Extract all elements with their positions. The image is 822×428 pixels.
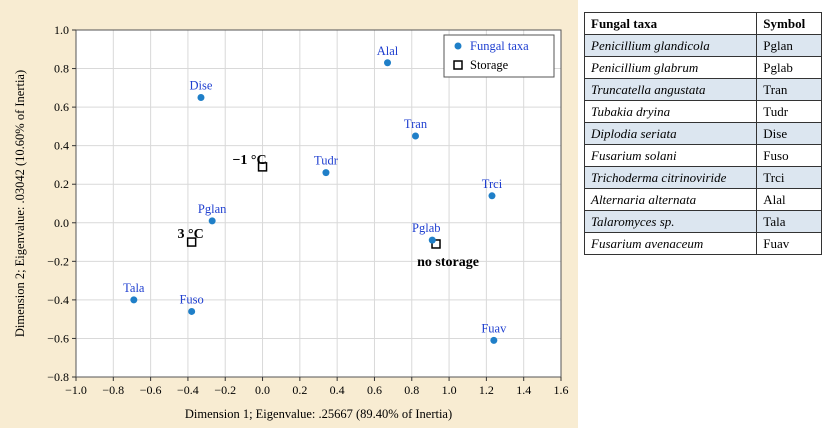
table-row: Trichoderma citrinoviride Trci xyxy=(583,166,822,189)
table-cell-symbol: Pglab xyxy=(756,56,822,79)
legend-storage-marker xyxy=(453,60,463,70)
taxa-point xyxy=(197,93,205,101)
table-row: Truncatella angustata Tran xyxy=(583,78,822,101)
x-tick-label: 1.2 xyxy=(479,383,494,397)
y-tick-label: 0.0 xyxy=(54,216,69,230)
table-cell-taxon: Talaromyces sp. xyxy=(583,210,758,233)
y-tick-label: −0.8 xyxy=(47,370,69,384)
table-cell-symbol: Dise xyxy=(756,122,822,145)
x-tick-label: −0.6 xyxy=(140,383,162,397)
x-tick-label: 1.0 xyxy=(442,383,457,397)
legend-taxa-marker xyxy=(454,42,462,50)
table-header-taxon: Fungal taxa xyxy=(583,12,758,35)
taxa-point-label: Fuav xyxy=(481,321,507,335)
taxa-point-label: Tran xyxy=(404,117,428,131)
fungal-taxa-table: Fungal taxa Symbol Penicillium glandicol… xyxy=(583,12,822,255)
taxa-point xyxy=(384,59,392,67)
taxa-point xyxy=(490,336,498,344)
y-tick-label: 0.8 xyxy=(54,62,69,76)
taxa-point xyxy=(428,236,436,244)
x-tick-label: 0.2 xyxy=(292,383,307,397)
table-cell-taxon: Tubakia dryina xyxy=(583,100,758,123)
table-cell-taxon: Fusarium avenaceum xyxy=(583,232,758,255)
table-cell-taxon: Trichoderma citrinoviride xyxy=(583,166,758,189)
x-axis-label: Dimension 1; Eigenvalue: .25667 (89.40% … xyxy=(185,407,452,421)
table-row: Fusarium avenaceum Fuav xyxy=(583,232,822,255)
table-row: Diplodia seriata Dise xyxy=(583,122,822,145)
table-cell-taxon: Fusarium solani xyxy=(583,144,758,167)
x-tick-label: −0.2 xyxy=(214,383,236,397)
y-tick-label: 0.6 xyxy=(54,100,69,114)
table-cell-symbol: Fuso xyxy=(756,144,822,167)
table-cell-symbol: Tala xyxy=(756,210,822,233)
taxa-point xyxy=(322,169,330,177)
table-cell-taxon: Truncatella angustata xyxy=(583,78,758,101)
table-cell-symbol: Fuav xyxy=(756,232,822,255)
x-tick-label: 0.0 xyxy=(255,383,270,397)
x-tick-label: −1.0 xyxy=(65,383,87,397)
table-cell-taxon: Diplodia seriata xyxy=(583,122,758,145)
table-cell-symbol: Tudr xyxy=(756,100,822,123)
y-tick-label: 0.2 xyxy=(54,177,69,191)
y-tick-label: −0.6 xyxy=(47,331,69,345)
x-tick-label: 1.6 xyxy=(554,383,569,397)
taxa-point-label: Tudr xyxy=(314,154,339,168)
table-row: Tubakia dryina Tudr xyxy=(583,100,822,123)
table-cell-taxon: Alternaria alternata xyxy=(583,188,758,211)
taxa-point xyxy=(412,132,419,140)
table-cell-taxon: Penicillium glabrum xyxy=(583,56,758,79)
y-tick-label: −0.2 xyxy=(47,254,69,268)
taxa-point xyxy=(130,296,138,304)
table-cell-symbol: Trci xyxy=(756,166,822,189)
taxa-point xyxy=(208,217,216,225)
table-row: Talaromyces sp. Tala xyxy=(583,210,822,233)
storage-point-label: 3 °C xyxy=(178,227,204,242)
storage-point xyxy=(431,239,441,249)
taxa-point-label: Tala xyxy=(123,281,145,295)
x-tick-label: −0.8 xyxy=(102,383,124,397)
chart-panel: −1.0 −0.8 −0.6 −0.4 −0.2 0.0 0.2 0.4 0.6 0.8 1.0 1.… xyxy=(0,0,578,428)
table-cell-symbol: Alal xyxy=(756,188,822,211)
table-header-symbol: Symbol xyxy=(756,12,822,35)
table-row: Fusarium solani Fuso xyxy=(583,144,822,167)
storage-point xyxy=(186,237,197,247)
x-tick-label: 0.6 xyxy=(367,383,382,397)
y-tick-label: −0.4 xyxy=(47,293,69,307)
x-tick-label: 0.4 xyxy=(330,383,345,397)
table-cell-taxon: Penicillium glandicola xyxy=(583,34,758,57)
storage-point-label: no storage xyxy=(417,255,479,270)
taxa-point-label: Dise xyxy=(190,78,213,92)
y-tick-label: 1.0 xyxy=(54,23,69,37)
taxa-point-label: Fuso xyxy=(179,292,203,306)
scatter-chart: −1.0 −0.8 −0.6 −0.4 −0.2 0.0 0.2 0.4 0.6 0.8 1.0 1.… xyxy=(13,23,569,421)
y-tick-label: 0.4 xyxy=(54,139,69,153)
taxa-point-label: Trci xyxy=(482,177,503,191)
plot-area xyxy=(76,30,561,377)
x-tick-label: 0.8 xyxy=(404,383,419,397)
table-cell-symbol: Pglan xyxy=(756,34,822,57)
legend-box xyxy=(443,34,555,78)
legend-taxa-label: Fungal taxa xyxy=(470,39,529,53)
table-row: Penicillium glabrum Pglab xyxy=(583,56,822,79)
storage-point-label: −1 °C xyxy=(232,153,266,168)
table-header-row: Fungal taxa Symbol xyxy=(583,12,822,35)
x-tick-label: 1.4 xyxy=(516,383,531,397)
y-axis-label: Dimension 2; Eigenvalue: .03042 (10.60% … xyxy=(13,70,27,337)
x-tick-label: −0.4 xyxy=(177,383,199,397)
table-row: Penicillium glandicola Pglan xyxy=(583,34,822,57)
table-cell-symbol: Tran xyxy=(756,78,822,101)
taxa-point xyxy=(488,192,496,200)
legend-storage-label: Storage xyxy=(470,58,509,72)
taxa-point-label: Pglan xyxy=(198,202,227,216)
taxa-point xyxy=(188,307,196,315)
plot-border xyxy=(75,29,562,378)
taxa-point-label: Alal xyxy=(377,44,399,58)
table-row: Alternaria alternata Alal xyxy=(583,188,822,211)
storage-point xyxy=(257,162,268,172)
taxa-point-label: Pglab xyxy=(412,221,440,235)
